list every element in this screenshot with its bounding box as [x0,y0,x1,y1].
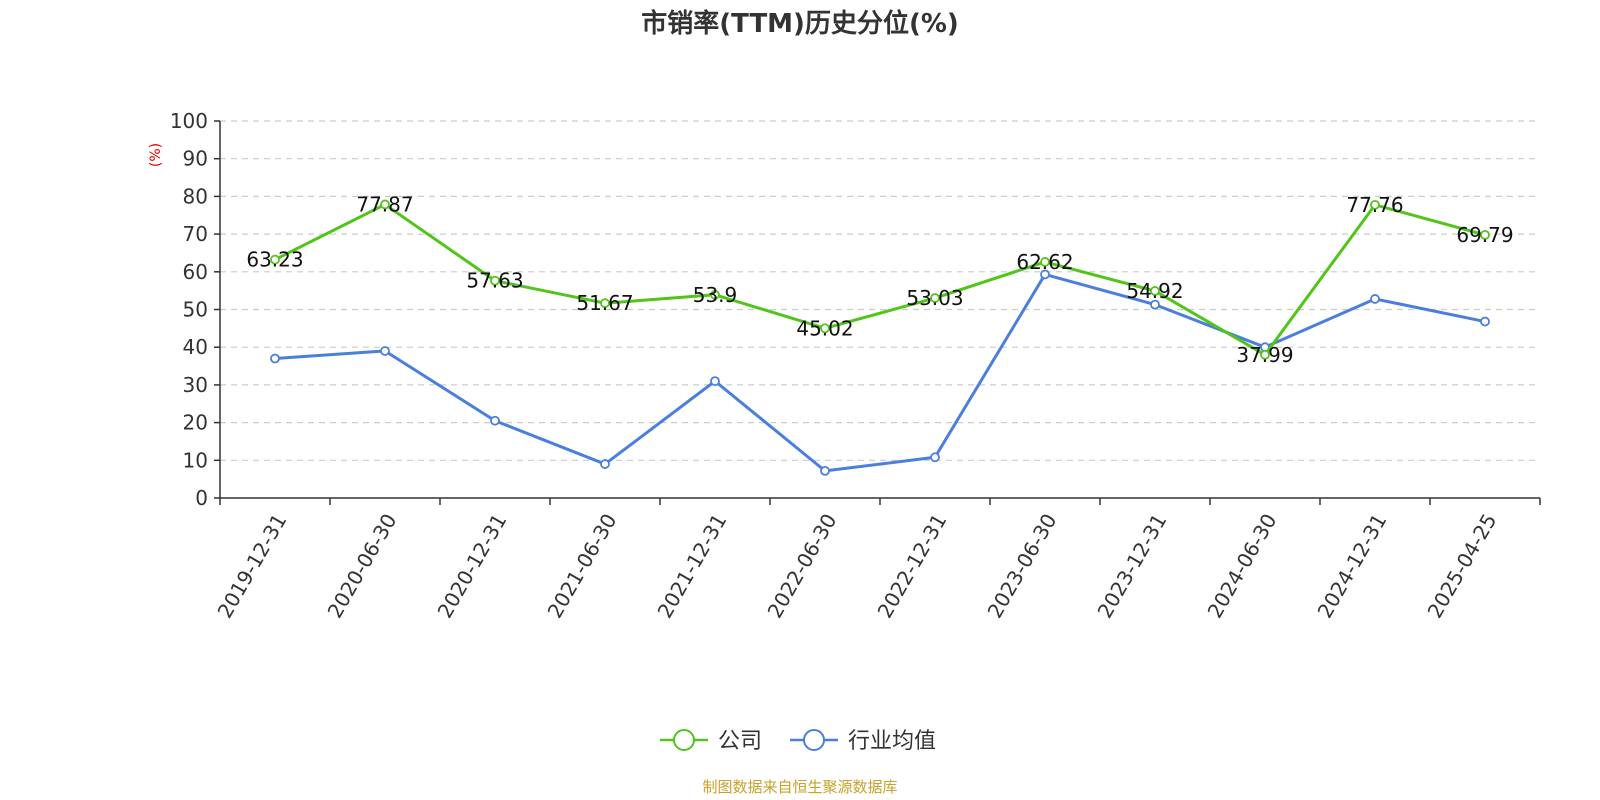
data-label: 53.03 [906,286,963,310]
data-point [710,289,720,300]
y-tick-labels: 0 10 20 30 40 50 60 70 80 90 100 [170,109,208,510]
grid-lines [220,120,1540,461]
data-point [930,452,940,463]
data-point [1150,286,1160,296]
y-tick-label: 80 [183,184,208,208]
data-labels: 63.23 77.87 57.63 51.67 53.9 45.02 53.03 62.62 5… [246,192,1513,366]
data-label: 54.92 [1126,279,1183,303]
data-label: 37.99 [1236,343,1293,367]
data-point [600,459,610,469]
data-point [380,199,390,210]
data-label: 62.62 [1016,250,1073,274]
data-point [1370,294,1380,304]
y-tick-label: 10 [183,448,208,472]
y-tick-label: 20 [183,411,208,435]
series-layer [270,199,1490,476]
x-tick-label: 2021-06-30 [543,510,622,623]
y-tick-label: 0 [195,486,208,510]
source-note: 制图数据来自恒生聚源数据库 [702,778,897,796]
legend-marker [673,729,695,751]
data-point [1370,199,1380,210]
y-tick-label: 70 [183,222,208,246]
series-line [274,202,1486,357]
legend-item[interactable]: 公司 [660,729,762,754]
data-point [820,465,830,476]
x-tick-label: 2022-12-31 [873,510,952,623]
x-tick-label: 2022-06-30 [763,510,842,623]
data-label: 63.23 [246,248,303,272]
data-point [710,376,720,387]
x-tick-label: 2025-04-25 [1423,510,1502,623]
data-point [380,346,390,356]
x-tick-label: 2024-12-31 [1313,510,1392,623]
axes [214,120,1541,505]
data-point [1480,229,1490,240]
y-tick-label: 100 [170,109,208,133]
data-point [270,254,280,265]
data-point [490,275,500,286]
data-label: 51.67 [576,291,633,315]
y-tick-label: 90 [183,147,208,171]
chart-title: 市销率(TTM)历史分位(%) [641,8,959,39]
data-point [1480,316,1490,327]
data-point [930,293,940,303]
y-tick-label: 30 [183,373,208,397]
data-point [820,323,830,334]
data-label: 53.9 [693,283,738,307]
data-point [1040,257,1050,267]
x-tick-label: 2019-12-31 [213,510,292,623]
data-point [1150,299,1160,310]
y-tick-label: 50 [183,298,208,322]
series-line [274,272,1486,473]
data-label: 77.76 [1346,193,1403,217]
data-point [1260,349,1270,360]
data-label: 57.63 [466,269,523,293]
data-label: 69.79 [1456,223,1513,247]
x-tick-label: 2020-06-30 [323,510,402,623]
y-tick-label: 40 [183,335,208,359]
x-tick-label: 2023-06-30 [983,510,1062,623]
x-tick-label: 2024-06-30 [1203,510,1282,623]
data-point [600,298,610,309]
data-label: 45.02 [796,316,853,340]
x-tick-label: 2020-12-31 [433,510,512,623]
data-point [270,353,280,364]
data-point [1040,269,1050,280]
data-label: 77.87 [356,192,413,216]
data-point [490,415,500,426]
y-axis-label: (%) [148,143,164,167]
x-tick-label: 2023-12-31 [1093,510,1172,623]
x-tick-labels: 2019-12-31 2020-06-30 2020-12-31 2021-06-30… [213,510,1502,623]
legend[interactable]: 公司 行业均值 [660,729,936,754]
x-tick-label: 2021-12-31 [653,510,732,623]
legend-label: 行业均值 [848,729,936,754]
legend-item[interactable]: 行业均值 [790,729,936,754]
y-tick-label: 60 [183,260,208,284]
legend-marker [803,729,825,751]
legend-label: 公司 [718,729,762,754]
